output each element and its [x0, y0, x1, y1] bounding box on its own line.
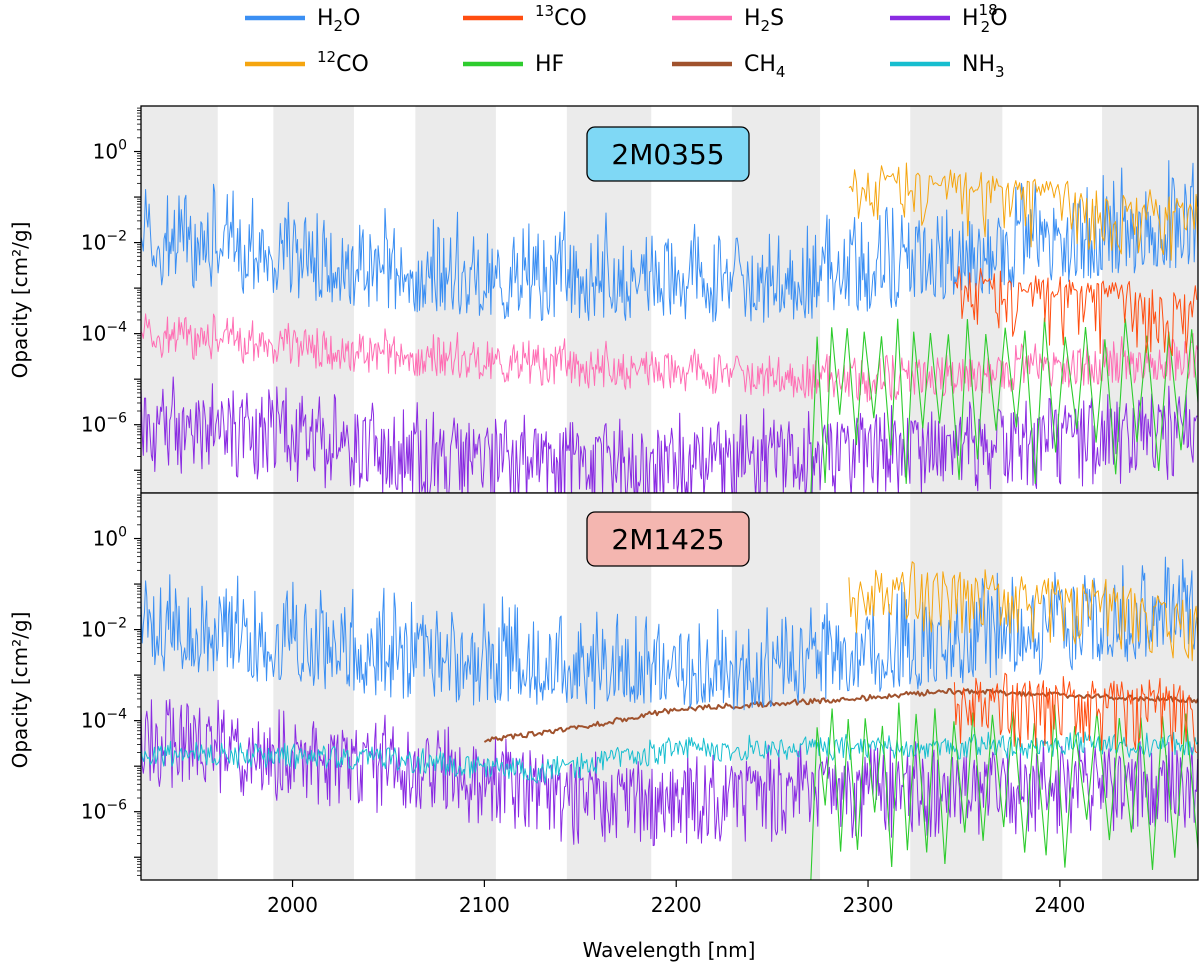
x-tick-label: 2400 — [1034, 893, 1085, 917]
y-tick-label: 10−4 — [81, 320, 127, 346]
y-tick-label: 100 — [93, 138, 127, 164]
x-tick-label: 2100 — [459, 893, 510, 917]
y-tick-label: 10−4 — [81, 707, 127, 733]
legend-label: 12CO — [317, 48, 369, 77]
series-line-co12 — [848, 561, 1198, 662]
panel-label-box: 2M0355 — [586, 126, 750, 182]
legend-label: 13CO — [535, 2, 587, 31]
shaded-range — [415, 106, 496, 493]
legend-entry-co12: 12CO — [245, 48, 369, 77]
legend-entry-h2o: H2O — [245, 6, 360, 35]
y-tick-label: 10−6 — [81, 411, 127, 437]
y-tick-label: 10−6 — [81, 798, 127, 824]
shaded-range — [273, 493, 354, 880]
panel-label: 2M1425 — [611, 523, 724, 556]
y-axis-label: Opacity [cm²/g] — [8, 222, 32, 379]
series-line-co13 — [953, 672, 1198, 754]
y-axis-label: Opacity [cm²/g] — [8, 612, 32, 769]
legend-label: NH3 — [962, 52, 1005, 81]
series-line-h218o — [141, 376, 1198, 493]
legend-label: H18 2O — [962, 1, 1008, 36]
legend-entry-ch4: CH4 — [672, 52, 785, 81]
panel-2m0355: 100 10−2 10−4 10−6 2M0355 Opacity [cm²/g] — [8, 105, 1199, 500]
panel-label-box: 2M1425 — [586, 511, 750, 567]
legend-entry-nh3: NH3 — [890, 52, 1005, 81]
panel-label: 2M0355 — [611, 138, 724, 171]
legend-label: CH4 — [744, 52, 785, 81]
x-ticks: 2000 2100 2200 2300 2400 — [267, 880, 1085, 917]
series-line-h2o — [141, 556, 1198, 711]
series-line-h2o — [141, 160, 1198, 323]
legend-entry-h218o: H18 2O — [890, 1, 1008, 36]
series-line-h218o — [141, 699, 1198, 847]
x-tick-label: 2000 — [267, 893, 318, 917]
y-ticks: 100 10−2 10−4 10−6 — [81, 494, 141, 876]
x-tick-label: 2200 — [651, 893, 702, 917]
legend-entry-h2s: H2S — [672, 6, 784, 35]
y-tick-label: 10−2 — [81, 616, 127, 642]
x-tick-label: 2300 — [843, 893, 894, 917]
series-line-co12 — [848, 162, 1198, 261]
legend-entry-hf: HF — [463, 52, 564, 77]
series-line-nh3 — [141, 731, 1198, 784]
shaded-range — [141, 493, 218, 880]
axes-frame — [140, 492, 1199, 881]
panel-2m1425: 100 10−2 10−4 10−6 2000 2100 2200 2300 2400 2M1… — [8, 492, 1199, 962]
series-line-hf — [810, 702, 1198, 880]
y-tick-label: 10−2 — [81, 229, 127, 255]
legend-label: HF — [535, 52, 564, 77]
legend-entry-co13: 13CO — [463, 2, 587, 31]
x-axis-label: Wavelength [nm] — [583, 938, 756, 962]
opacity-lines — [141, 556, 1198, 880]
legend-label: H2S — [744, 6, 784, 35]
legend: H2O 12CO 13CO HF H2S CH4 H18 2O NH3 — [245, 1, 1008, 81]
y-tick-label: 100 — [93, 525, 127, 551]
series-line-h2s — [141, 313, 1198, 403]
series-line-co13 — [954, 266, 1198, 357]
legend-label: H2O — [317, 6, 360, 35]
opacity-lines — [141, 160, 1198, 493]
